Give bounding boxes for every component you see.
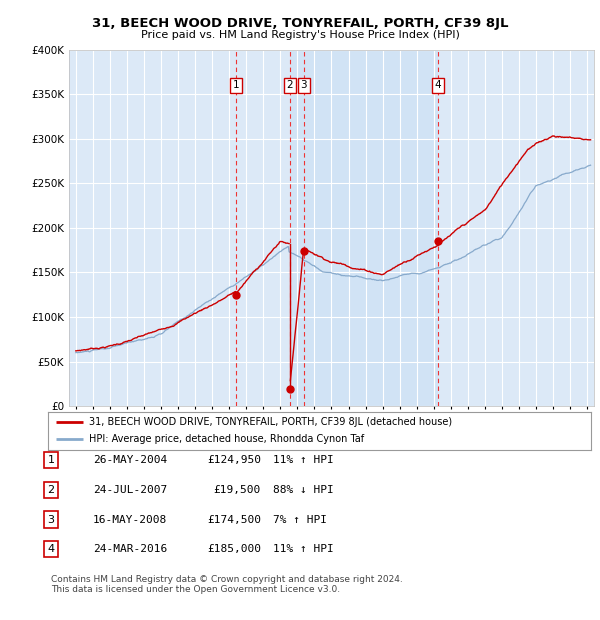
Text: This data is licensed under the Open Government Licence v3.0.: This data is licensed under the Open Gov… — [51, 585, 340, 594]
Text: 3: 3 — [301, 80, 307, 91]
Text: 2: 2 — [47, 485, 55, 495]
Point — [231, 290, 241, 299]
Text: 4: 4 — [434, 80, 441, 91]
Text: 88% ↓ HPI: 88% ↓ HPI — [273, 485, 334, 495]
Bar — [290, 50, 437, 406]
Point — [285, 384, 295, 394]
Text: Price paid vs. HM Land Registry's House Price Index (HPI): Price paid vs. HM Land Registry's House … — [140, 30, 460, 40]
Text: 2: 2 — [286, 80, 293, 91]
Text: Contains HM Land Registry data © Crown copyright and database right 2024.: Contains HM Land Registry data © Crown c… — [51, 575, 403, 584]
Text: 24-JUL-2007: 24-JUL-2007 — [93, 485, 167, 495]
Text: 31, BEECH WOOD DRIVE, TONYREFAIL, PORTH, CF39 8JL: 31, BEECH WOOD DRIVE, TONYREFAIL, PORTH,… — [92, 17, 508, 30]
Text: 7% ↑ HPI: 7% ↑ HPI — [273, 515, 327, 525]
Text: 26-MAY-2004: 26-MAY-2004 — [93, 455, 167, 465]
Text: £19,500: £19,500 — [214, 485, 261, 495]
Text: 3: 3 — [47, 515, 55, 525]
Text: 24-MAR-2016: 24-MAR-2016 — [93, 544, 167, 554]
Text: 11% ↑ HPI: 11% ↑ HPI — [273, 455, 334, 465]
Text: £124,950: £124,950 — [207, 455, 261, 465]
Text: HPI: Average price, detached house, Rhondda Cynon Taf: HPI: Average price, detached house, Rhon… — [89, 435, 364, 445]
Text: 1: 1 — [233, 80, 239, 91]
Text: 31, BEECH WOOD DRIVE, TONYREFAIL, PORTH, CF39 8JL (detached house): 31, BEECH WOOD DRIVE, TONYREFAIL, PORTH,… — [89, 417, 452, 427]
Text: £185,000: £185,000 — [207, 544, 261, 554]
Text: 16-MAY-2008: 16-MAY-2008 — [93, 515, 167, 525]
Text: £174,500: £174,500 — [207, 515, 261, 525]
Text: 11% ↑ HPI: 11% ↑ HPI — [273, 544, 334, 554]
Point — [299, 246, 308, 255]
Text: 1: 1 — [47, 455, 55, 465]
Text: 4: 4 — [47, 544, 55, 554]
Point — [433, 236, 442, 246]
